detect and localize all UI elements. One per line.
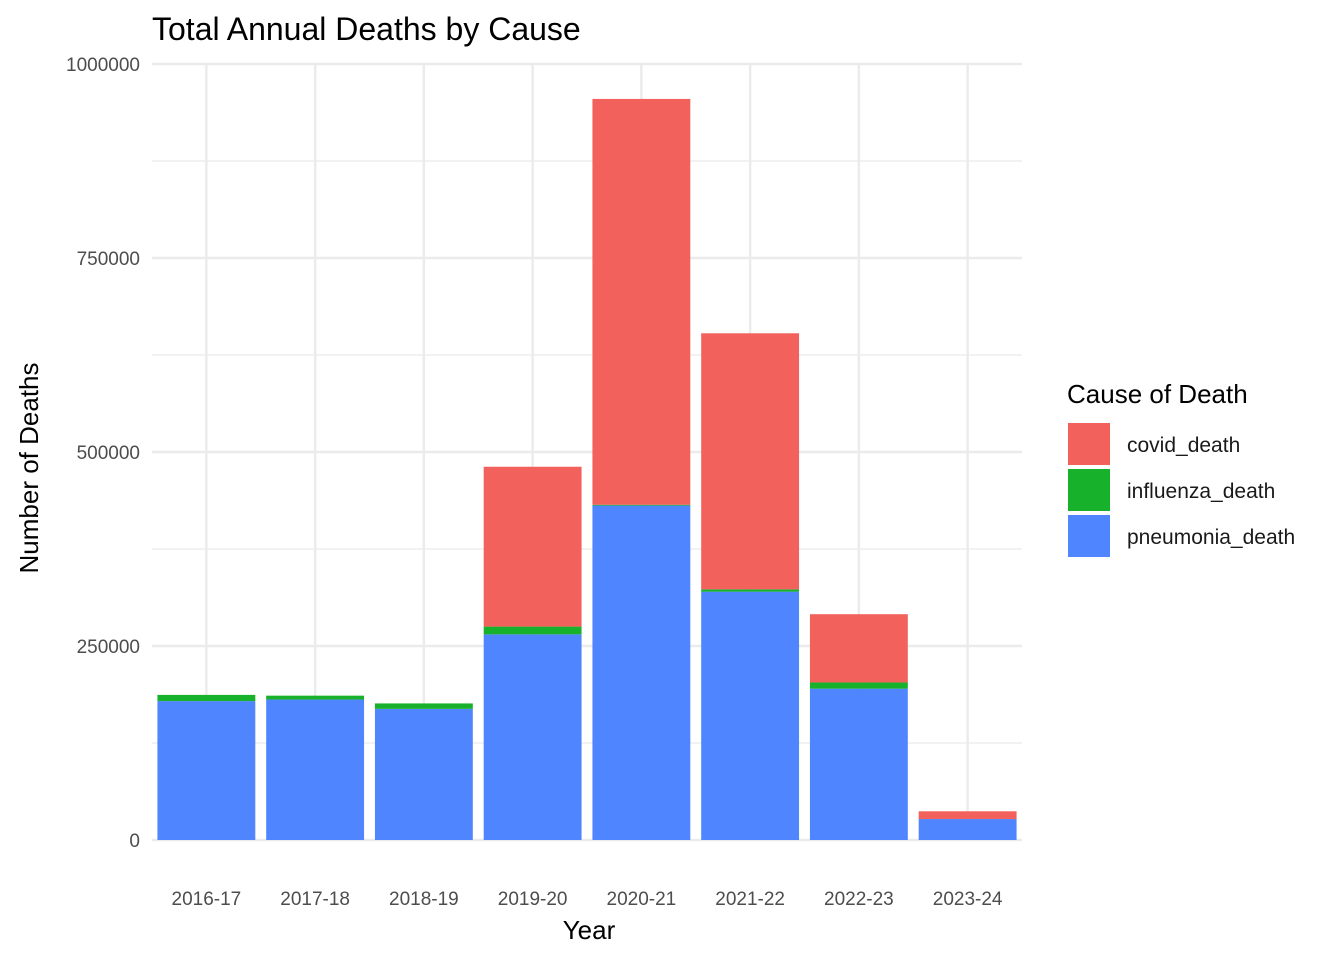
legend-swatch — [1068, 423, 1110, 465]
bar-covid-death — [809, 614, 908, 683]
legend-items: covid_death influenza_death pneumonia_deat… — [1068, 423, 1295, 557]
y-axis-ticks: 0 250000 500000 750000 1000000 — [66, 55, 140, 852]
bar-pneumonia-death — [918, 819, 1017, 840]
y-tick-label: 0 — [129, 831, 140, 852]
bar-influenza-death — [592, 504, 691, 506]
bar-influenza-death — [266, 695, 365, 700]
bar-influenza-death — [483, 626, 582, 635]
y-tick-label: 1000000 — [66, 55, 140, 76]
x-axis-ticks: 2016-17 2017-18 2018-19 2019-20 2020-21 2021-… — [172, 889, 1003, 910]
x-tick-label: 2019-20 — [498, 889, 568, 910]
bar-pneumonia-death — [157, 701, 256, 840]
y-tick-label: 500000 — [77, 443, 140, 464]
legend-label: covid_death — [1127, 434, 1240, 457]
bar-influenza-death — [701, 589, 800, 592]
bar-covid-death — [701, 333, 800, 590]
y-tick-label: 250000 — [77, 637, 140, 658]
chart-title: Total Annual Deaths by Cause — [152, 11, 581, 47]
bar-influenza-death — [157, 694, 256, 702]
bar-pneumonia-death — [592, 505, 691, 840]
bar-covid-death — [918, 811, 1017, 820]
bar-pneumonia-death — [809, 688, 908, 840]
x-tick-label: 2018-19 — [389, 889, 459, 910]
legend-swatch — [1068, 515, 1110, 557]
bar-influenza-death — [374, 703, 473, 709]
bar-pneumonia-death — [266, 699, 365, 840]
bars — [157, 98, 1017, 840]
x-tick-label: 2020-21 — [607, 889, 677, 910]
bar-pneumonia-death — [374, 708, 473, 840]
legend: Cause of Death covid_death influenza_deat… — [1067, 379, 1295, 557]
bar-covid-death — [592, 98, 691, 505]
legend-title: Cause of Death — [1067, 379, 1248, 409]
bar-covid-death — [483, 466, 582, 627]
bar-pneumonia-death — [483, 634, 582, 840]
legend-label: pneumonia_death — [1127, 526, 1295, 549]
x-axis-title: Year — [563, 915, 616, 945]
x-tick-label: 2023-24 — [933, 889, 1003, 910]
x-tick-label: 2016-17 — [172, 889, 242, 910]
legend-swatch — [1068, 469, 1110, 511]
x-tick-label: 2021-22 — [715, 889, 785, 910]
bar-influenza-death — [809, 682, 908, 689]
x-tick-label: 2017-18 — [280, 889, 350, 910]
x-tick-label: 2022-23 — [824, 889, 894, 910]
y-axis-title: Number of Deaths — [14, 363, 44, 574]
y-tick-label: 750000 — [77, 249, 140, 270]
legend-label: influenza_death — [1127, 480, 1275, 503]
bar-pneumonia-death — [701, 591, 800, 840]
